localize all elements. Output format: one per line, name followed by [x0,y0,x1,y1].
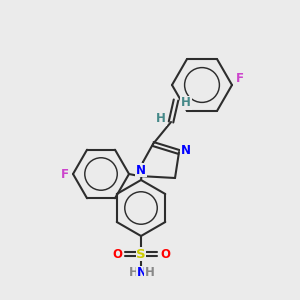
Text: O: O [160,248,170,260]
Text: N: N [181,143,191,157]
Text: F: F [236,73,244,85]
Text: H: H [156,112,166,125]
Text: F: F [61,167,69,181]
Text: N: N [137,266,147,280]
Text: H: H [145,266,155,280]
Text: O: O [112,248,122,260]
Text: N: N [136,164,146,176]
Text: H: H [181,97,191,110]
Text: S: S [136,248,146,260]
Text: H: H [129,266,139,280]
